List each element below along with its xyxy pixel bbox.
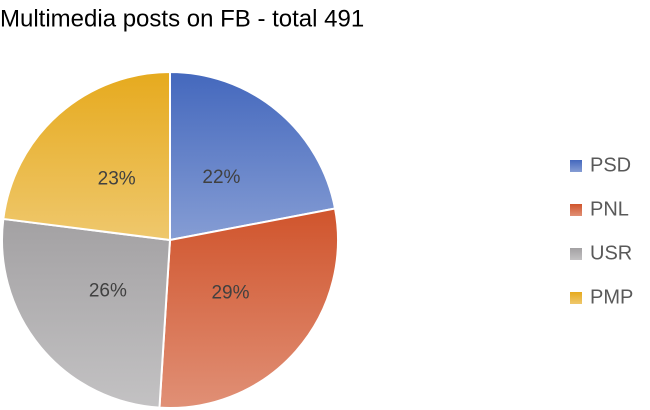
legend-swatch: [570, 204, 582, 216]
legend-label: PSD: [590, 154, 631, 176]
pie-slice: [2, 70, 171, 242]
pie-slice: [158, 207, 339, 409]
legend-swatch: [570, 160, 582, 172]
legend-label: USR: [590, 242, 632, 264]
data-label: 23%: [98, 169, 136, 190]
pie-slice: [1, 217, 172, 409]
legend-label: PMP: [590, 286, 633, 308]
legend-swatch: [570, 292, 582, 304]
chart-title: Multimedia posts on FB - total 491: [0, 5, 364, 32]
legend-swatch: [570, 248, 582, 260]
data-label: 29%: [211, 282, 249, 303]
data-label: 26%: [89, 280, 127, 301]
pie-slice: [169, 70, 337, 242]
legend-label: PNL: [590, 198, 629, 220]
data-label: 22%: [202, 167, 240, 188]
